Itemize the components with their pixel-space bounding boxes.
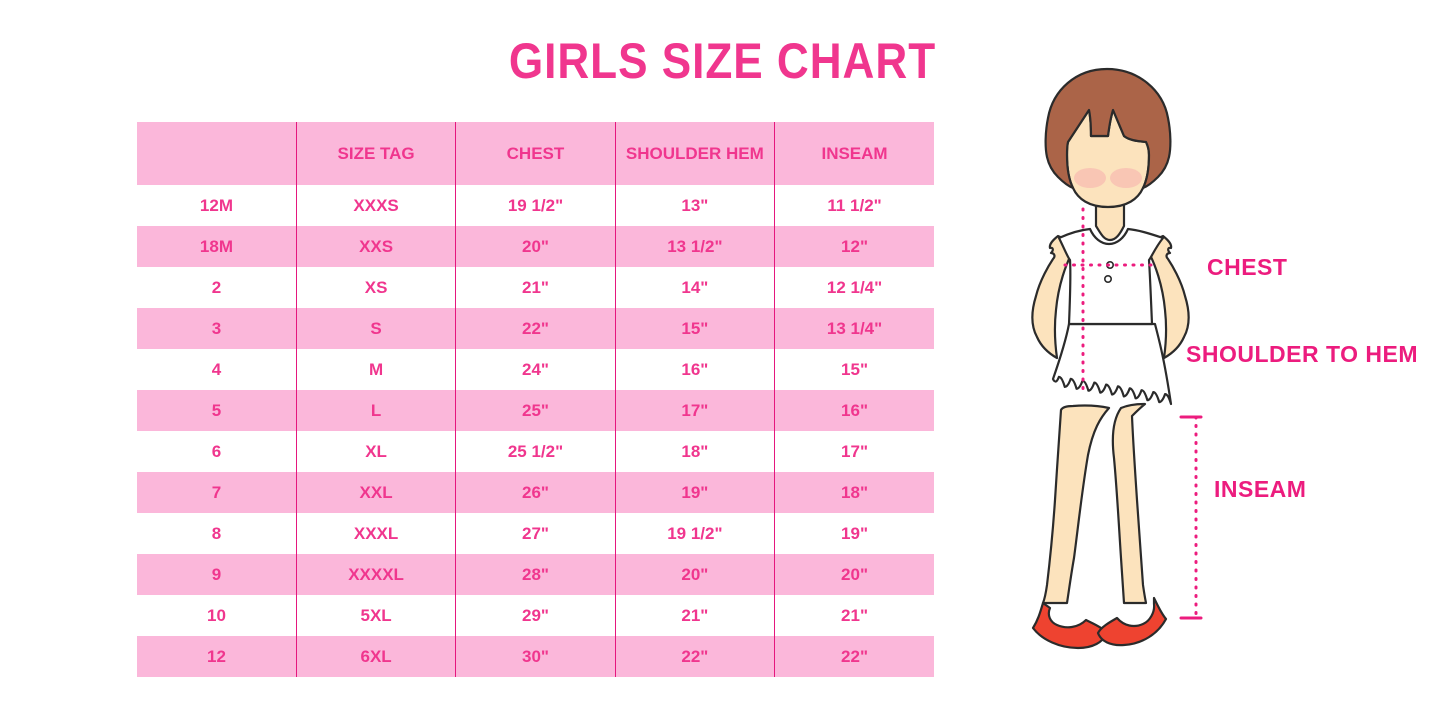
svg-text:SHOULDER TO HEM: SHOULDER TO HEM bbox=[1186, 341, 1418, 367]
svg-text:CHEST: CHEST bbox=[1207, 254, 1287, 280]
svg-text:INSEAM: INSEAM bbox=[1214, 476, 1306, 502]
